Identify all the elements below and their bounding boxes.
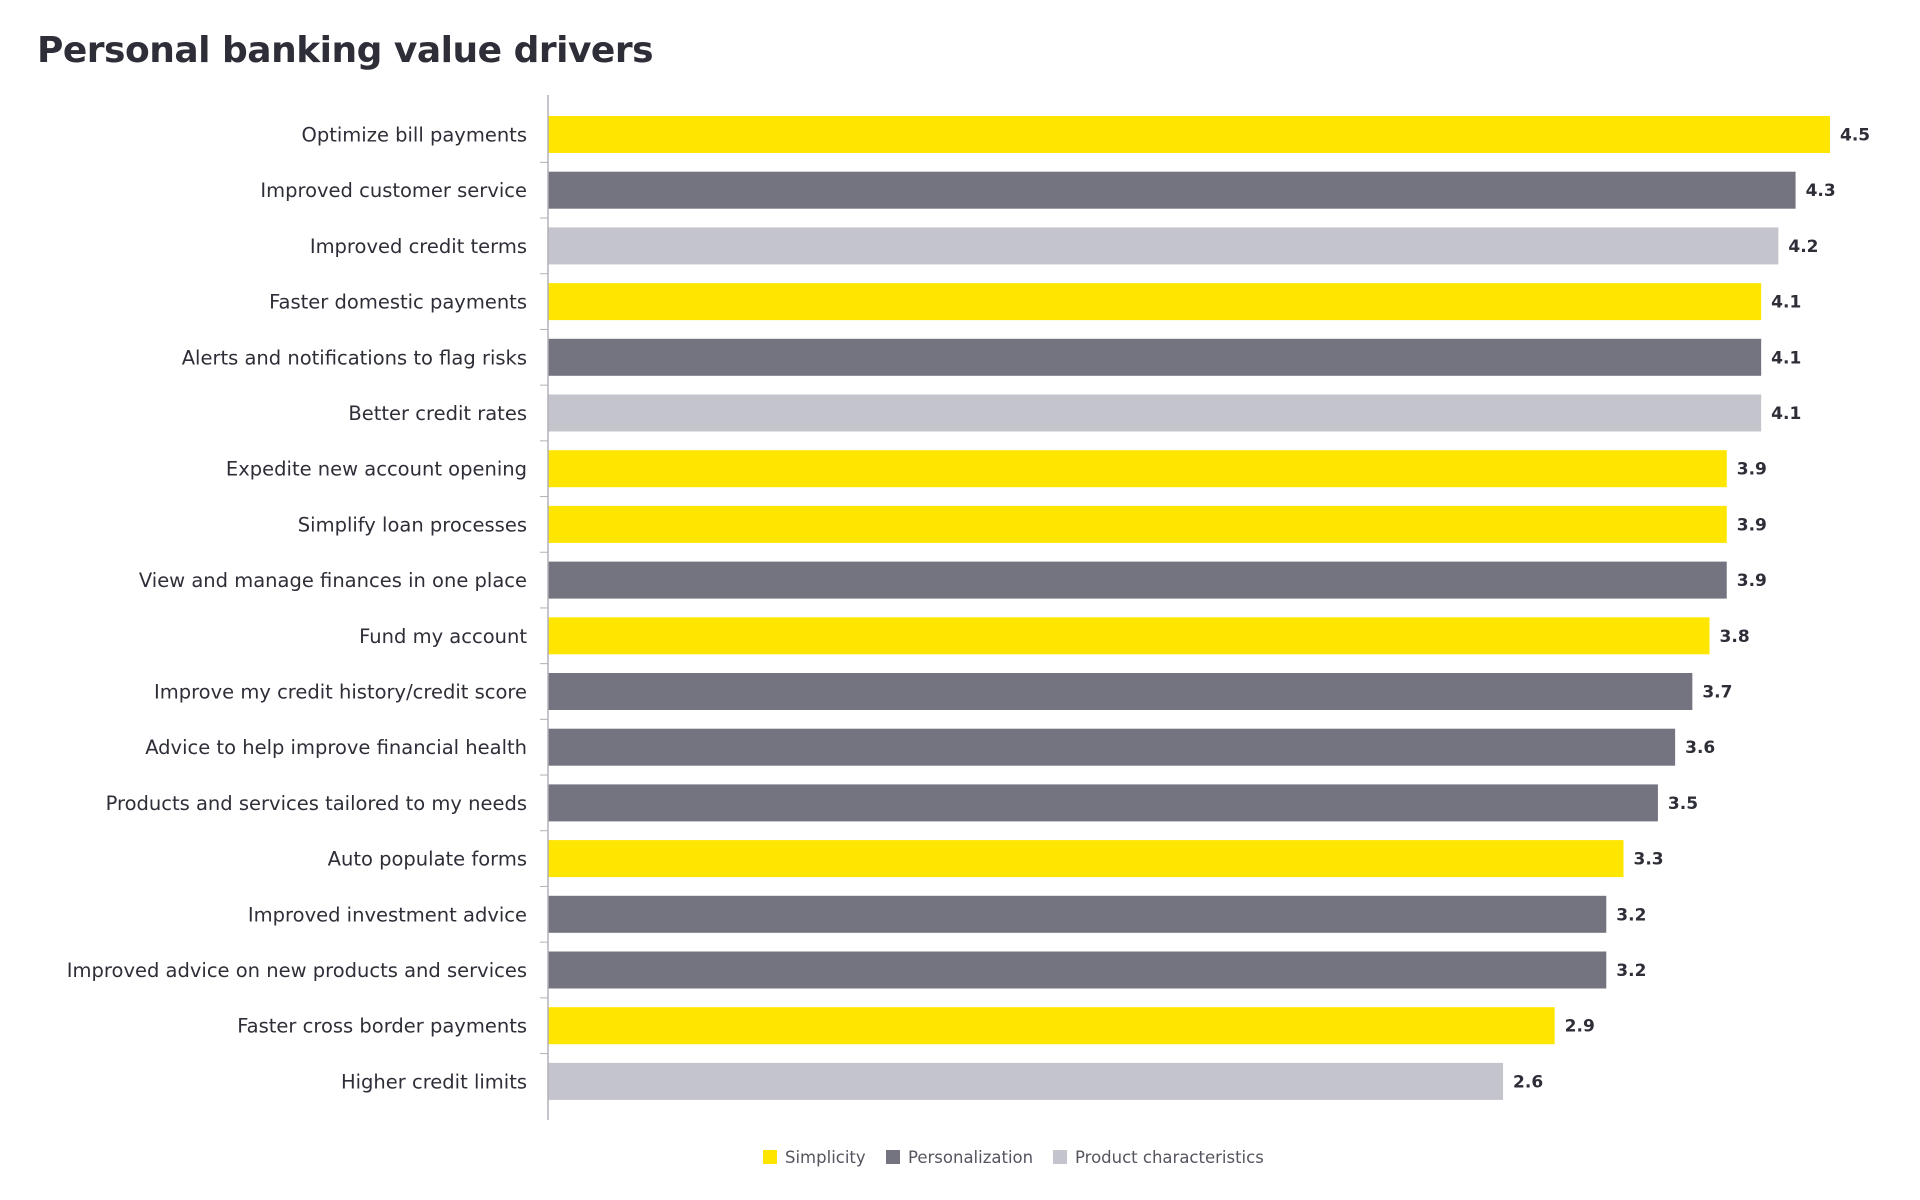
bar — [548, 116, 1830, 153]
value-label: 3.9 — [1737, 571, 1767, 591]
y-axis — [540, 95, 549, 1120]
legend-item: Simplicity — [763, 1148, 866, 1167]
category-label: Improved advice on new products and serv… — [67, 959, 527, 982]
bar — [548, 505, 1727, 543]
category-label: Faster domestic payments — [269, 291, 527, 314]
category-label: Optimize bill payments — [302, 124, 528, 147]
bar — [548, 561, 1727, 599]
category-label: Improved customer service — [260, 179, 527, 202]
value-label: 3.6 — [1685, 738, 1715, 758]
bars-layer — [548, 116, 1830, 1100]
category-label: Products and services tailored to my nee… — [106, 792, 527, 815]
bar — [548, 227, 1779, 265]
category-label: Alerts and notifications to flag risks — [182, 346, 527, 369]
category-label: Expedite new account opening — [226, 458, 527, 481]
category-label: Fund my account — [359, 625, 527, 648]
legend-label: Personalization — [908, 1148, 1033, 1167]
bar — [548, 1062, 1504, 1100]
bar — [548, 617, 1710, 655]
bar — [548, 784, 1658, 822]
value-label: 3.9 — [1737, 515, 1767, 535]
bar — [548, 1007, 1555, 1045]
legend-swatch — [886, 1150, 900, 1164]
category-label: Higher credit limits — [341, 1070, 527, 1093]
value-label: 3.7 — [1702, 683, 1732, 703]
category-label: Auto populate forms — [328, 848, 527, 871]
bar — [548, 951, 1607, 989]
bar — [548, 450, 1727, 488]
category-label: Advice to help improve financial health — [145, 736, 527, 759]
value-label: 4.1 — [1771, 293, 1801, 313]
bar — [548, 728, 1676, 766]
bar — [548, 338, 1762, 376]
value-label: 4.1 — [1771, 404, 1801, 424]
legend-swatch — [763, 1150, 777, 1164]
legend-item: Personalization — [886, 1148, 1033, 1167]
legend: Simplicity Personalization Product charact… — [763, 1148, 1264, 1167]
category-label: Simplify loan processes — [298, 513, 527, 536]
value-label: 2.9 — [1565, 1017, 1595, 1037]
value-label: 4.5 — [1840, 126, 1870, 146]
legend-swatch — [1053, 1150, 1067, 1164]
category-label: Faster cross border payments — [237, 1015, 527, 1038]
legend-label: Product characteristics — [1075, 1148, 1264, 1167]
category-label: Improved credit terms — [310, 235, 527, 258]
category-label: Improve my credit history/credit score — [154, 681, 527, 704]
legend-item: Product characteristics — [1053, 1148, 1264, 1167]
bar — [548, 673, 1693, 710]
bar — [548, 840, 1624, 878]
value-label: 3.2 — [1616, 905, 1646, 925]
bar — [548, 283, 1762, 321]
bar — [548, 895, 1607, 933]
value-label: 4.2 — [1788, 237, 1818, 257]
bar — [548, 171, 1796, 209]
value-labels: 4.5 4.3 4.2 4.1 4.1 4.1 3.9 3.9 3.9 3.8 3.7 3.6 3.5 3… — [1513, 126, 1870, 1093]
value-label: 2.6 — [1513, 1072, 1543, 1092]
chart-title: Personal banking value drivers — [37, 30, 654, 71]
bar — [548, 394, 1762, 432]
value-label: 3.5 — [1668, 794, 1698, 814]
category-label: Improved investment advice — [248, 903, 527, 926]
category-label: View and manage finances in one place — [139, 569, 527, 592]
category-labels: Optimize bill payments Improved customer … — [67, 124, 528, 1094]
value-label: 3.3 — [1634, 850, 1664, 870]
value-label: 4.1 — [1771, 348, 1801, 368]
value-label: 4.3 — [1806, 181, 1836, 201]
value-label: 3.2 — [1616, 961, 1646, 981]
value-label: 3.9 — [1737, 460, 1767, 480]
value-label: 3.8 — [1720, 627, 1750, 647]
legend-label: Simplicity — [785, 1148, 866, 1167]
category-label: Better credit rates — [348, 402, 527, 425]
